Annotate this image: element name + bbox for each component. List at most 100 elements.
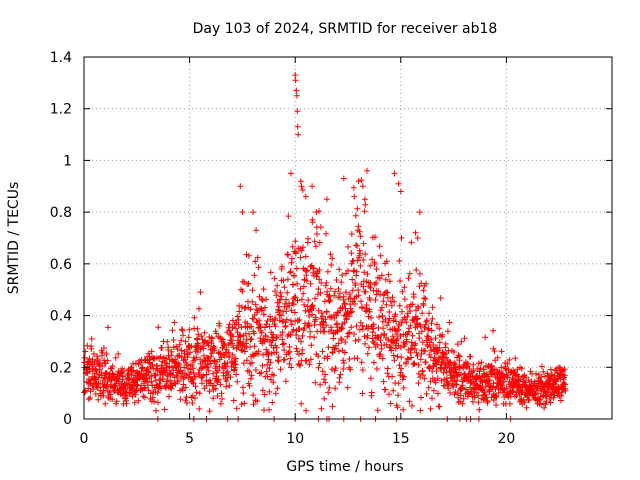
data-point <box>353 272 360 279</box>
data-point <box>95 396 102 403</box>
data-point <box>157 385 164 392</box>
data-point <box>347 366 354 373</box>
data-point <box>306 313 313 319</box>
data-point <box>210 370 216 377</box>
data-point <box>503 385 510 392</box>
data-point <box>322 379 329 386</box>
data-point <box>412 229 419 236</box>
data-point <box>296 351 302 358</box>
data-point <box>298 400 305 407</box>
data-point <box>172 356 179 363</box>
data-point <box>240 360 247 367</box>
data-point <box>86 355 93 362</box>
data-point <box>168 348 175 355</box>
data-point <box>157 353 164 360</box>
data-point <box>300 290 307 297</box>
data-point <box>403 319 410 326</box>
data-point <box>259 362 266 369</box>
data-point <box>344 384 351 391</box>
data-point <box>279 341 286 348</box>
data-point <box>447 389 454 396</box>
data-point <box>294 297 301 304</box>
y-tick-label: 0.8 <box>50 205 72 221</box>
data-point <box>200 345 207 352</box>
data-point <box>371 281 378 288</box>
data-point <box>536 396 543 403</box>
data-point <box>301 325 308 331</box>
data-point <box>396 323 403 329</box>
data-point <box>384 294 391 301</box>
data-point <box>292 294 299 301</box>
data-point <box>476 406 483 413</box>
data-point <box>100 392 107 399</box>
data-point <box>275 354 282 360</box>
data-point <box>475 360 482 367</box>
data-point <box>364 332 371 339</box>
data-point <box>538 363 545 370</box>
data-point <box>203 382 210 389</box>
data-point <box>414 352 421 359</box>
data-point <box>88 345 95 352</box>
data-point <box>307 280 314 287</box>
data-point <box>286 360 293 367</box>
data-point <box>298 183 305 190</box>
data-point <box>256 370 263 377</box>
data-point <box>332 365 339 372</box>
data-point <box>288 170 294 177</box>
data-point <box>405 275 412 282</box>
data-point <box>373 266 380 273</box>
data-point <box>475 399 482 406</box>
data-point <box>457 392 464 399</box>
data-point <box>467 353 474 360</box>
data-point <box>470 367 477 374</box>
data-point <box>486 388 493 395</box>
data-point <box>301 301 308 308</box>
data-point <box>395 326 402 333</box>
data-point <box>388 302 395 309</box>
data-point <box>293 265 300 272</box>
data-point <box>294 108 301 115</box>
data-point <box>459 400 466 407</box>
data-point <box>206 388 213 395</box>
data-point <box>164 338 171 345</box>
data-point <box>348 250 355 257</box>
data-point <box>297 254 304 261</box>
data-point <box>181 370 188 377</box>
data-point <box>397 188 404 195</box>
data-point <box>219 395 225 402</box>
data-point <box>259 387 266 394</box>
data-point <box>289 255 295 262</box>
data-point <box>256 317 262 324</box>
data-point <box>271 275 278 282</box>
data-point <box>390 317 397 324</box>
data-point <box>247 336 254 343</box>
data-point <box>229 340 235 347</box>
data-point <box>382 276 389 283</box>
data-point <box>350 184 357 191</box>
data-point <box>214 367 221 374</box>
data-point <box>229 351 236 358</box>
data-point <box>148 378 155 385</box>
data-point <box>360 326 366 333</box>
data-point <box>177 396 184 403</box>
data-point <box>398 365 405 372</box>
data-point <box>309 219 316 226</box>
data-point <box>427 378 434 385</box>
data-point <box>316 276 323 283</box>
data-point <box>469 398 476 405</box>
data-point <box>281 347 288 354</box>
data-point <box>560 380 567 386</box>
data-point <box>323 322 330 329</box>
data-point <box>484 398 491 405</box>
data-point <box>96 366 103 373</box>
data-point <box>372 296 379 303</box>
data-point <box>417 323 424 330</box>
data-point <box>241 348 248 355</box>
data-point <box>123 400 130 407</box>
data-point <box>226 327 233 334</box>
data-point <box>492 386 499 393</box>
data-point <box>510 367 517 374</box>
data-point <box>366 308 373 315</box>
data-point <box>191 314 198 321</box>
data-point <box>394 404 401 411</box>
